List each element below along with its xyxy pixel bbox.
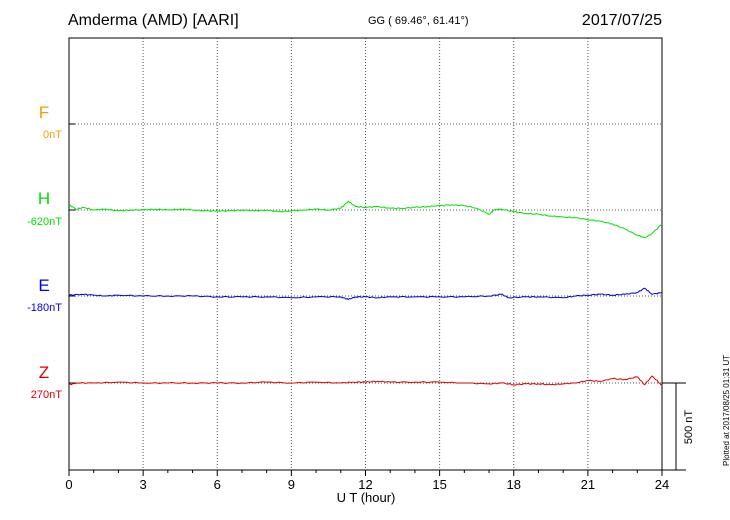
x-axis-label: U T (hour)	[337, 490, 396, 505]
x-tick-label: 18	[507, 477, 521, 492]
station-title: Amderma (AMD) [AARI]	[68, 12, 239, 29]
plotted-timestamp: Plotted at 2017/08/25 01:31 UT	[722, 354, 730, 466]
channel-label-h: H	[38, 189, 50, 208]
x-tick-label: 24	[655, 477, 669, 492]
grid-lines	[69, 38, 662, 470]
series-lines	[68, 200, 663, 386]
x-tick-label: 9	[288, 477, 295, 492]
geo-coordinates: GG ( 69.46°, 61.41°)	[368, 15, 469, 27]
channel-offset-e: -180nT	[27, 302, 62, 314]
x-axis-ticks: 0 3 6 9 12 15 18 21 24	[65, 123, 669, 492]
channel-label-z: Z	[39, 363, 49, 382]
x-tick-label: 21	[581, 477, 595, 492]
scale-bar: 500 nT	[662, 382, 695, 471]
chart-date: 2017/07/25	[581, 12, 662, 29]
channel-label-f: F	[39, 103, 49, 122]
x-tick-label: 12	[358, 477, 372, 492]
series-line-h	[68, 200, 663, 239]
x-tick-label: 6	[214, 477, 221, 492]
x-tick-label: 15	[432, 477, 446, 492]
series-line-z	[68, 375, 663, 386]
scale-bar-label: 500 nT	[683, 410, 695, 445]
series-line-e	[68, 287, 663, 301]
channel-offset-h: -620nT	[27, 216, 62, 228]
channel-label-e: E	[38, 276, 49, 295]
x-tick-label: 0	[65, 477, 72, 492]
channel-labels: F 0nT H -620nT E -180nT Z 270nT	[27, 103, 62, 401]
x-tick-label: 3	[140, 477, 147, 492]
channel-offset-f: 0nT	[43, 129, 62, 141]
channel-offset-z: 270nT	[31, 389, 62, 401]
